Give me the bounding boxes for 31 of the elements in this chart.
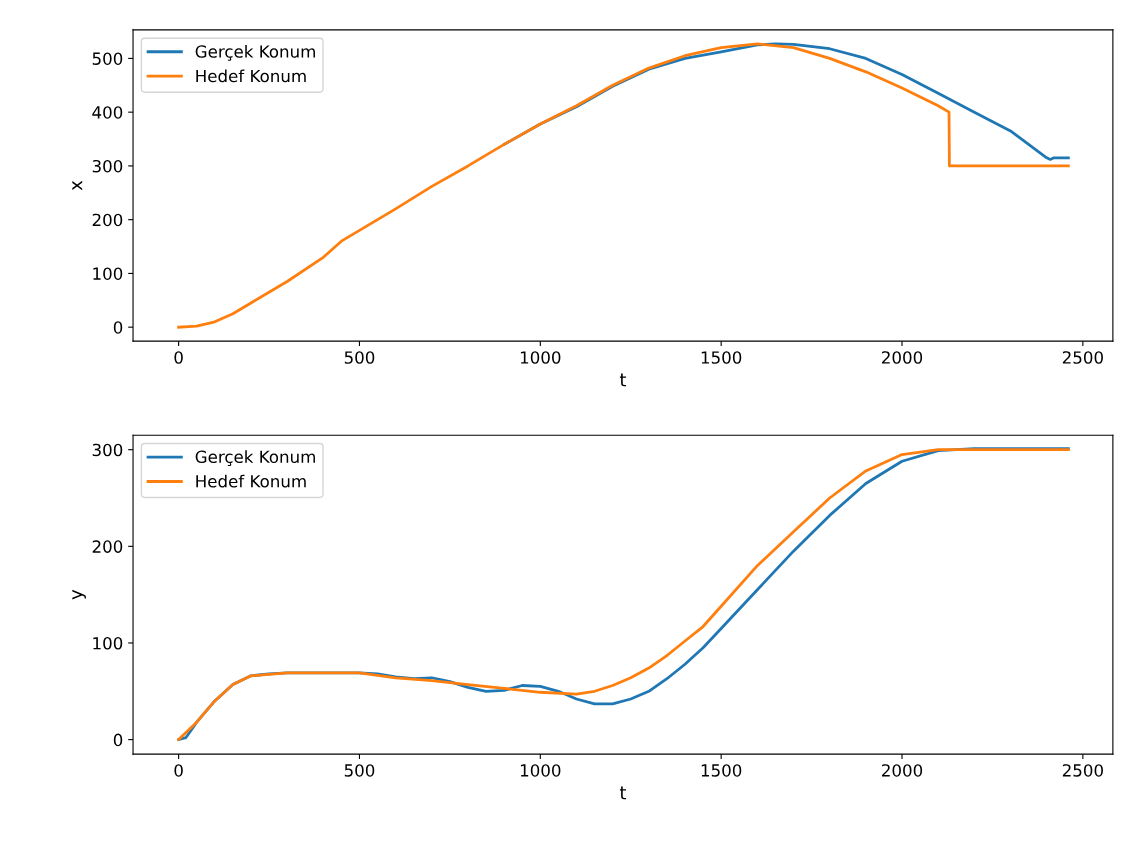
x-tick-label: 1500 (701, 351, 742, 364)
x-axis-title: t (619, 373, 627, 387)
y-tick-label: 0 (113, 321, 123, 334)
legend-label: Gerçek Konum (195, 44, 315, 61)
legend-label: Gerçek Konum (195, 450, 315, 467)
y-tick-label: 500 (92, 52, 123, 65)
y-axis-title: x (72, 180, 83, 191)
y-tick-label: 300 (92, 159, 123, 173)
x-tick-label: 500 (344, 764, 375, 777)
line-series (177, 42, 1070, 329)
x-tick-label: 0 (174, 764, 183, 777)
x-tick-label: 2000 (882, 764, 923, 777)
x-tick-label: 1000 (520, 764, 561, 777)
y-tick-label: 300 (92, 443, 123, 457)
y-tick-label: 400 (92, 106, 123, 119)
x-tick-label: 1500 (701, 764, 742, 777)
legend-label: Hedef Konum (196, 474, 306, 488)
y-tick-label: 100 (93, 636, 123, 650)
x-tick-label: 1000 (520, 351, 561, 364)
y-tick-label: 100 (93, 267, 123, 280)
y-tick-label: 200 (92, 540, 123, 553)
legend-label: Hedef Konum (196, 69, 306, 83)
x-tick-label: 2500 (1062, 764, 1103, 777)
x-tick-label: 2000 (882, 351, 923, 364)
y-tick-label: 200 (92, 213, 123, 227)
x-tick-label: 2500 (1062, 351, 1103, 364)
x-tick-label: 500 (344, 351, 375, 364)
x-axis-title: t (619, 786, 627, 800)
x-tick-label: 0 (174, 351, 183, 364)
y-tick-label: 0 (113, 733, 123, 747)
y-axis-title: y (72, 589, 86, 600)
